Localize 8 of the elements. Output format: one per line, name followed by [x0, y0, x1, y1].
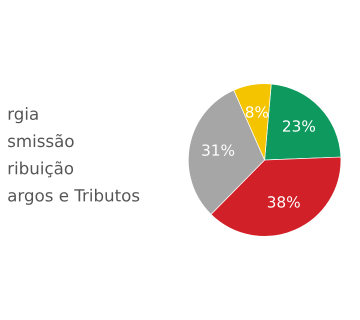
- data-label: 38%: [268, 196, 300, 208]
- data-label: 8%: [246, 106, 268, 118]
- text: smissão: [8, 134, 74, 148]
- text: rgia: [8, 107, 38, 124]
- data-label: 23%: [283, 120, 315, 132]
- data-label: 31%: [202, 144, 234, 156]
- text: ribuição: [8, 161, 74, 178]
- text: argos e Tributos: [8, 188, 140, 205]
